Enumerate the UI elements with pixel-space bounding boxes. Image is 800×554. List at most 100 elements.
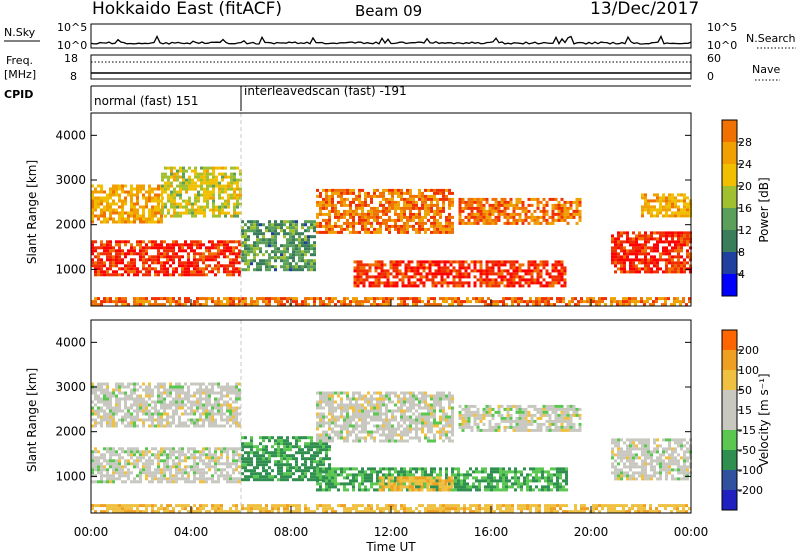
nsearch-tick-bottom: 10^0 bbox=[707, 39, 737, 52]
data-cell bbox=[637, 300, 640, 304]
data-cell bbox=[127, 385, 130, 389]
data-cell bbox=[446, 272, 450, 276]
data-cell bbox=[307, 235, 310, 239]
data-cell bbox=[214, 267, 217, 271]
data-cell bbox=[265, 472, 268, 476]
data-cell bbox=[103, 400, 106, 404]
data-cell bbox=[229, 391, 232, 395]
data-cell bbox=[151, 400, 154, 404]
data-cell bbox=[461, 272, 465, 276]
data-cell bbox=[301, 250, 304, 254]
data-cell bbox=[479, 215, 483, 219]
data-cell bbox=[199, 270, 202, 274]
data-cell bbox=[524, 269, 528, 273]
data-cell bbox=[500, 212, 504, 216]
data-cell bbox=[331, 206, 334, 210]
data-cell bbox=[194, 169, 197, 173]
data-cell bbox=[233, 175, 236, 179]
data-cell bbox=[364, 200, 367, 204]
data-cell bbox=[512, 269, 516, 273]
data-cell bbox=[665, 214, 668, 218]
data-cell bbox=[388, 215, 391, 219]
data-cell bbox=[217, 412, 220, 416]
data-cell bbox=[382, 394, 385, 398]
data-cell bbox=[142, 217, 145, 221]
data-cell bbox=[656, 237, 659, 241]
data-cell bbox=[382, 439, 385, 443]
data-cell bbox=[121, 258, 124, 262]
data-cell bbox=[187, 412, 190, 416]
data-cell bbox=[133, 258, 136, 262]
data-cell bbox=[455, 275, 459, 279]
data-cell bbox=[530, 263, 534, 267]
data-cell bbox=[373, 406, 376, 410]
data-cell bbox=[316, 212, 319, 216]
data-cell bbox=[424, 227, 427, 231]
data-cell bbox=[256, 300, 259, 304]
data-cell bbox=[376, 215, 379, 219]
data-cell bbox=[367, 403, 370, 407]
data-cell bbox=[298, 475, 301, 479]
data-cell bbox=[421, 203, 424, 207]
data-cell bbox=[524, 209, 528, 213]
data-cell bbox=[356, 260, 360, 264]
data-cell bbox=[533, 263, 537, 267]
data-cell bbox=[121, 267, 124, 271]
data-cell bbox=[229, 300, 232, 304]
data-cell bbox=[494, 272, 498, 276]
data-cell bbox=[665, 208, 668, 212]
data-cell bbox=[671, 237, 674, 241]
data-cell bbox=[274, 463, 277, 467]
data-cell bbox=[277, 226, 280, 230]
data-cell bbox=[265, 241, 268, 245]
data-cell bbox=[289, 454, 292, 458]
data-cell bbox=[250, 262, 253, 266]
data-cell bbox=[223, 249, 226, 253]
data-cell bbox=[232, 406, 235, 410]
data-cell bbox=[379, 415, 382, 419]
data-cell bbox=[217, 243, 220, 247]
data-cell bbox=[376, 409, 379, 413]
data-cell bbox=[473, 212, 477, 216]
data-cell bbox=[136, 202, 139, 206]
data-cell bbox=[94, 447, 97, 451]
data-cell bbox=[184, 471, 187, 475]
data-cell bbox=[370, 221, 373, 225]
data-cell bbox=[530, 215, 534, 219]
data-cell bbox=[106, 415, 109, 419]
data-cell bbox=[161, 187, 164, 191]
data-cell bbox=[94, 474, 97, 478]
data-cell bbox=[178, 462, 181, 466]
data-cell bbox=[421, 206, 424, 210]
data-cell bbox=[127, 412, 130, 416]
data-cell bbox=[256, 475, 259, 479]
data-cell bbox=[106, 450, 109, 454]
data-cell bbox=[671, 196, 674, 200]
data-cell bbox=[103, 273, 106, 277]
data-cell bbox=[371, 275, 375, 279]
data-cell bbox=[539, 200, 543, 204]
data-cell bbox=[280, 448, 283, 452]
data-cell bbox=[274, 247, 277, 251]
data-cell bbox=[154, 214, 157, 218]
data-cell bbox=[619, 303, 622, 307]
data-cell bbox=[395, 281, 399, 285]
data-cell bbox=[448, 188, 451, 192]
data-cell bbox=[295, 247, 298, 251]
data-cell bbox=[292, 472, 295, 476]
data-cell bbox=[94, 391, 97, 395]
data-cell bbox=[253, 229, 256, 233]
data-cell bbox=[136, 403, 139, 407]
data-cell bbox=[286, 241, 289, 245]
data-cell bbox=[361, 206, 364, 210]
data-cell bbox=[175, 388, 178, 392]
data-cell bbox=[358, 206, 361, 210]
data-cell bbox=[233, 214, 236, 218]
data-cell bbox=[124, 184, 127, 188]
data-cell bbox=[199, 412, 202, 416]
data-cell bbox=[256, 478, 259, 482]
data-cell bbox=[494, 197, 498, 201]
data-cell bbox=[238, 252, 241, 256]
data-cell bbox=[331, 209, 334, 213]
data-cell bbox=[109, 300, 112, 304]
